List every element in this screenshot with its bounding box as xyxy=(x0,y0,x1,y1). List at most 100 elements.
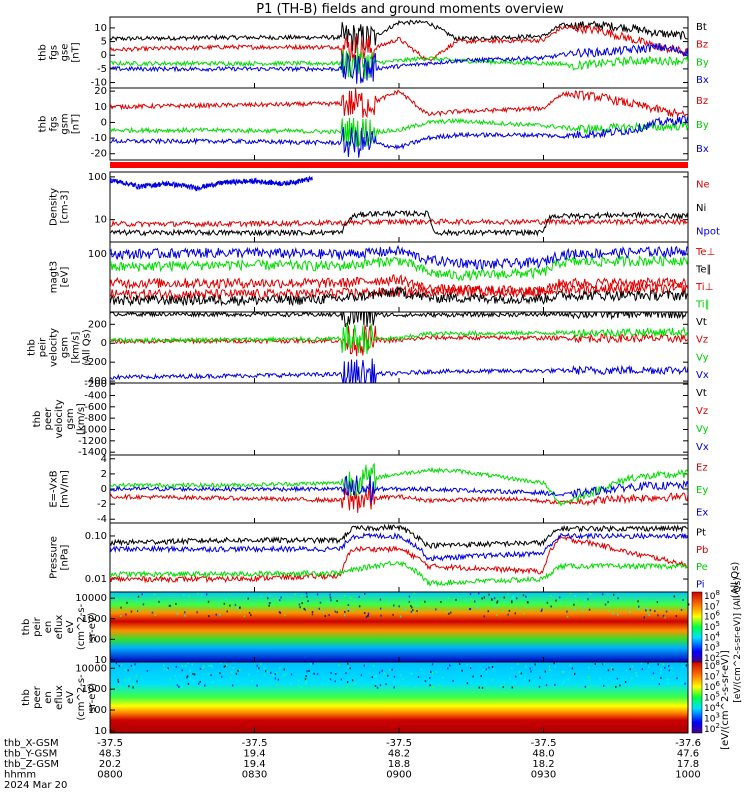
panel-velocity-all-qs: thb peir velocity gsm [km/s] (All Qs)200 0 -200… xyxy=(27,311,709,387)
spectrogram-speckle xyxy=(647,611,649,614)
spectrogram-speckle xyxy=(629,668,631,671)
x-axis-value: 0800 xyxy=(97,770,122,781)
series-line-Bz xyxy=(110,88,688,119)
spectrogram-speckle xyxy=(472,675,474,678)
spectrogram-speckle xyxy=(617,613,619,616)
spectrogram-speckle xyxy=(532,602,534,605)
legend-entry: Bz xyxy=(696,40,708,51)
spectrogram-speckle xyxy=(431,663,434,666)
spectrogram-speckle xyxy=(265,670,267,673)
y-axis-label: [km/s] xyxy=(76,403,87,435)
spectrogram-speckle xyxy=(675,615,678,618)
spectrogram-speckle xyxy=(338,664,340,667)
spectrogram-speckle xyxy=(136,600,138,603)
series-line-Ez xyxy=(110,483,688,513)
spectrogram-speckle xyxy=(334,610,337,613)
spectrogram-speckle xyxy=(276,683,278,686)
y-axis-label: peer xyxy=(43,407,54,431)
spectrogram-speckle xyxy=(345,672,347,675)
spectrogram-speckle xyxy=(204,684,206,687)
spectrogram-speckle xyxy=(605,600,607,603)
spectrogram-speckle xyxy=(137,609,139,612)
panel-efield: E=-VxB [mV/m] 4 2 0 -2 -4 Ez Ey Ex xyxy=(49,454,709,525)
spectrogram-speckle xyxy=(195,605,198,608)
spectrogram-speckle xyxy=(500,685,503,688)
spectrogram-speckle xyxy=(513,597,515,600)
spectrogram-speckle xyxy=(607,600,609,603)
spectrogram-speckle xyxy=(399,615,402,618)
spectrogram-speckle xyxy=(176,612,179,615)
y-tick-label: 10 xyxy=(94,215,107,226)
y-axis-label: gsm xyxy=(60,337,71,358)
spectrogram-speckle xyxy=(491,678,494,681)
spectrogram-speckle xyxy=(657,663,659,666)
spectrogram-speckle xyxy=(681,681,683,684)
spectrogram-speckle xyxy=(569,664,572,667)
spectrogram-speckle xyxy=(146,669,149,672)
spectrogram-speckle xyxy=(184,664,187,667)
y-axis-label: [nPa] xyxy=(60,544,71,570)
y-axis-label: en xyxy=(43,691,54,704)
spectrogram-speckle xyxy=(574,595,577,598)
spectrogram-speckle xyxy=(616,679,618,682)
spectrogram-speckle xyxy=(322,611,325,614)
spectrogram-speckle xyxy=(584,599,586,602)
spectrogram-speckle xyxy=(188,595,190,598)
spectrogram-speckle xyxy=(550,605,552,608)
spectrogram-speckle xyxy=(367,612,370,615)
spectrogram-speckle xyxy=(239,606,241,609)
spectrogram-speckle xyxy=(469,666,472,669)
spectrogram-speckle xyxy=(193,673,196,676)
panel-peer-spectrogram: thb peer en eflux eV (cm^2-s-sr-eV) 10000 1000 1… xyxy=(21,659,720,737)
legend-entry: Vx xyxy=(696,370,709,381)
spectrogram-speckle xyxy=(540,610,543,613)
y-tick-label: -400 xyxy=(84,390,107,401)
spectrogram-speckle xyxy=(266,670,268,673)
spectrogram-speckle xyxy=(330,672,332,675)
spectrogram-speckle xyxy=(588,608,591,611)
y-tick-label: 5 xyxy=(101,37,107,48)
spectrogram-speckle xyxy=(660,668,663,671)
y-axis-label: eV xyxy=(65,691,76,704)
spectrogram-speckle xyxy=(374,675,376,678)
spectrogram-speckle xyxy=(125,606,128,609)
spectrogram-speckle xyxy=(435,671,438,674)
spectrogram-speckle xyxy=(491,666,494,669)
y-axis-label: gsm xyxy=(60,113,71,134)
spectrogram-speckle xyxy=(372,664,375,667)
spectrogram-speckle xyxy=(515,597,518,600)
spectrogram-speckle xyxy=(512,594,515,597)
spectrogram-speckle xyxy=(175,602,177,605)
spectrogram-speckle xyxy=(503,681,506,684)
spectrogram-speckle xyxy=(424,680,427,683)
x-axis-value: -37.5 xyxy=(531,738,557,749)
spectrogram-speckle xyxy=(375,603,377,606)
spectrogram-speckle xyxy=(477,603,480,606)
chart-title: P1 (TH-B) fields and ground moments over… xyxy=(256,2,564,17)
legend-entry: Vz xyxy=(696,335,708,346)
spectrogram-speckle xyxy=(135,675,138,678)
spectrogram-speckle xyxy=(304,682,307,685)
spectrogram-speckle xyxy=(215,613,218,616)
spectrogram-speckle xyxy=(508,609,511,612)
spectrogram-speckle xyxy=(447,667,449,670)
spectrogram-speckle xyxy=(245,597,248,600)
spectrogram-speckle xyxy=(347,604,350,607)
x-axis-value: -37.5 xyxy=(97,738,123,749)
spectrogram-speckle xyxy=(497,603,500,606)
legend-entry: Bz xyxy=(696,96,708,107)
y-tick-label: 10 xyxy=(94,655,107,666)
spectrogram-speckle xyxy=(486,670,488,673)
spectrogram-speckle xyxy=(503,596,506,599)
y-axis-label: [mV/m] xyxy=(60,470,71,508)
y-axis-label: [nT] xyxy=(71,42,82,62)
spectrogram-speckle xyxy=(328,679,330,682)
spectrogram-speckle xyxy=(115,662,118,665)
spectrogram-speckle xyxy=(120,664,123,667)
y-axis-label: en xyxy=(43,621,54,634)
legend-entry: Vt xyxy=(696,317,707,328)
spectrogram-speckle xyxy=(250,614,252,617)
spectrogram-speckle xyxy=(526,601,529,604)
spectrogram-speckle xyxy=(523,612,525,615)
spectrogram-speckle xyxy=(581,610,584,613)
